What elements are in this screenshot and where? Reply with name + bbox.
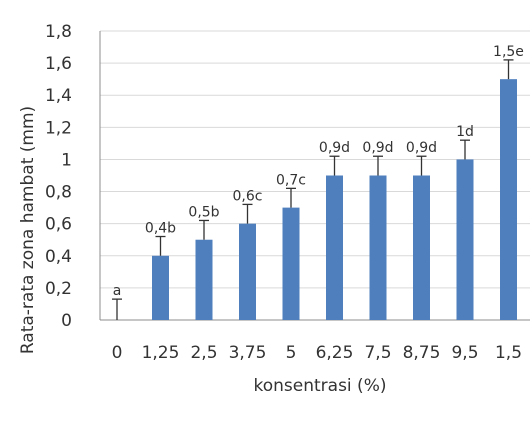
error-bars [112, 59, 514, 320]
gridlines [99, 30, 530, 321]
data-label: a [113, 283, 122, 299]
bars [152, 79, 517, 321]
bar [195, 239, 213, 320]
data-label: 0,7c [276, 172, 306, 188]
y-tick-label: 1,8 [45, 22, 72, 42]
y-tick-labels: 0 0,2 0,4 0,6 0,8 1 1,2 1,4 1,6 1,8 [45, 22, 72, 331]
data-label: 0,9d [319, 140, 350, 156]
bar [413, 175, 430, 320]
y-tick-label: 0 [61, 311, 72, 331]
x-tick-labels: 0 1,25 2,5 3,75 5 6,25 7,5 8,75 9,5 1,5 [112, 343, 522, 363]
data-label: 0,9d [406, 140, 437, 156]
y-tick-label: 0,6 [45, 215, 72, 235]
y-tick-label: 0,8 [45, 183, 72, 203]
data-label: 1d [456, 124, 474, 140]
x-tick-label: 6,25 [316, 343, 354, 363]
data-labels: a 0,4b 0,5b 0,6c 0,7c 0,9d 0,9d 0,9d 1d 1,5e [113, 44, 524, 299]
y-tick-label: 1,6 [45, 54, 72, 74]
x-tick-label: 9,5 [451, 343, 478, 363]
bar [282, 207, 300, 320]
data-label: 1,5e [493, 44, 524, 60]
bar [369, 175, 387, 320]
data-label: 0,5b [188, 204, 219, 220]
x-tick-label: 5 [286, 343, 297, 363]
data-label: 0,4b [145, 221, 176, 237]
y-tick-label: 1,4 [45, 86, 72, 106]
x-tick-label: 2,5 [190, 343, 217, 363]
bar [152, 255, 169, 320]
x-tick-label: 1,25 [142, 343, 180, 363]
y-tick-label: 1 [61, 150, 72, 170]
x-tick-label: 0 [112, 343, 123, 363]
bar [239, 223, 256, 320]
x-tick-label: 1,5 [495, 343, 522, 363]
bar [326, 175, 343, 320]
x-tick-label: 3,75 [229, 343, 267, 363]
bar [500, 79, 517, 321]
y-tick-label: 1,2 [45, 118, 72, 138]
y-tick-label: 0,4 [45, 247, 72, 267]
bar [456, 159, 474, 320]
y-tick-label: 0,2 [45, 279, 72, 299]
x-axis-title: konsentrasi (%) [254, 376, 387, 396]
x-tick-label: 7,5 [364, 343, 391, 363]
x-tick-label: 8,75 [403, 343, 441, 363]
y-axis-title: Rata-rata zona hambat (mm) [18, 106, 38, 354]
data-label: 0,6c [233, 188, 263, 204]
data-label: 0,9d [362, 140, 393, 156]
